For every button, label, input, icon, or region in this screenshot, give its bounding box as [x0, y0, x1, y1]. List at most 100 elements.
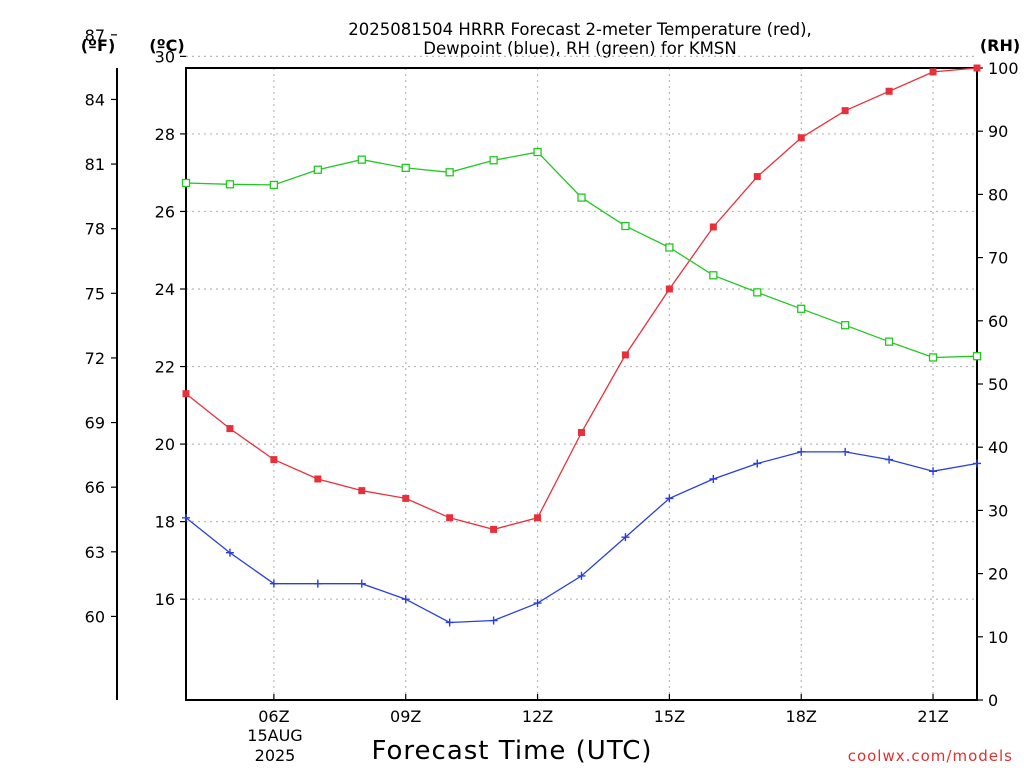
rh-tick-label: 90 [988, 122, 1008, 141]
rh-point [928, 353, 938, 362]
chart-title-line2: Dewpoint (blue), RH (green) for KMSN [423, 39, 736, 58]
fahrenheit-tick-label: 72 [85, 349, 105, 368]
rh-tick-label: 10 [988, 628, 1008, 647]
rh-point [533, 147, 542, 157]
fahrenheit-tick-label: 81 [85, 155, 105, 174]
x-tick-label: 12Z [522, 707, 553, 726]
chart-title-line1: 2025081504 HRRR Forecast 2-meter Tempera… [348, 20, 812, 39]
dewpoint-point [313, 579, 322, 588]
x-axis-title: Forecast Time (UTC) [371, 736, 652, 766]
celsius-unit-label: (ºC) [149, 36, 184, 55]
fahrenheit-tick-label: 63 [85, 543, 105, 562]
fahrenheit-tick-label: 87 [85, 26, 105, 45]
celsius-tick-label: 28 [155, 125, 175, 144]
temperature-point [358, 487, 366, 495]
temperature-point [446, 514, 454, 522]
dewpoint-point [577, 571, 586, 580]
celsius-tick-label: 22 [155, 358, 175, 377]
grid-lines [186, 55, 977, 700]
rh-point [753, 288, 762, 297]
fahrenheit-tick-label: 60 [85, 607, 105, 626]
fahrenheit-tick-label: 66 [85, 478, 105, 497]
rh-point [709, 271, 718, 280]
temperature-point [797, 134, 805, 142]
rh-tick-label: 80 [988, 185, 1008, 204]
rh-tick-label: 50 [988, 375, 1008, 394]
dewpoint-point [665, 494, 674, 503]
celsius-tick-label: 18 [155, 513, 175, 532]
data-series [181, 64, 982, 627]
rh-point [357, 155, 366, 164]
date-label-year: 2025 [255, 746, 296, 765]
rh-point [972, 352, 982, 361]
rh-point [665, 243, 674, 252]
temperature-point [534, 514, 542, 522]
x-tick-label: 15Z [654, 707, 685, 726]
celsius-tick-label: 26 [155, 202, 175, 221]
dewpoint-point [182, 513, 190, 522]
temperature-point [929, 68, 937, 76]
rh-point [313, 165, 322, 174]
credit-link[interactable]: coolwx.com/models [848, 747, 1013, 765]
celsius-tick-label: 16 [155, 590, 175, 609]
rh-point [445, 168, 454, 177]
rh-series-line [185, 151, 978, 359]
temperature-point [270, 456, 278, 464]
rh-point [621, 221, 630, 231]
rh-point [181, 178, 191, 188]
rh-tick-label: 40 [988, 438, 1008, 457]
temperature-series-line [185, 67, 978, 531]
temperature-point [709, 223, 717, 231]
rh-tick-label: 30 [988, 501, 1008, 520]
rh-tick-label: 0 [988, 691, 998, 710]
temperature-point [402, 494, 410, 502]
dewpoint-point [753, 459, 762, 468]
rh-point [797, 304, 806, 313]
dewpoint-point [445, 618, 454, 627]
temperature-point [226, 425, 234, 433]
temperature-point [973, 64, 981, 72]
date-label-day: 15AUG [247, 726, 302, 745]
rh-tick-label: 20 [988, 565, 1008, 584]
rh-point [401, 163, 410, 173]
rh-tick-label: 70 [988, 249, 1008, 268]
fahrenheit-tick-label: 69 [85, 414, 105, 433]
temperature-point [841, 107, 849, 115]
fahrenheit-tick-label: 84 [85, 90, 105, 109]
temperature-point [621, 351, 629, 359]
rh-point [225, 180, 235, 189]
temperature-point [753, 173, 761, 181]
rh-unit-label: (RH) [980, 36, 1020, 55]
dewpoint-point [489, 616, 498, 625]
fahrenheit-tick-label: 75 [85, 284, 105, 303]
dewpoint-point [797, 447, 806, 456]
x-tick-label: 06Z [258, 707, 289, 726]
dewpoint-series-line [185, 451, 978, 624]
rh-point [884, 337, 894, 346]
celsius-tick-label: 24 [155, 280, 175, 299]
x-tick-label: 21Z [917, 707, 948, 726]
dewpoint-point [841, 447, 850, 456]
rh-point [269, 180, 279, 190]
celsius-tick-label: 30 [155, 47, 175, 66]
dewpoint-point [621, 533, 630, 542]
rh-tick-label: 100 [988, 59, 1019, 78]
dewpoint-point [269, 579, 278, 588]
plot-frame [185, 67, 978, 701]
temperature-point [578, 428, 585, 436]
x-tick-label: 09Z [390, 707, 421, 726]
dewpoint-point [929, 467, 938, 476]
celsius-tick-label: 20 [155, 435, 175, 454]
x-tick-label: 18Z [786, 707, 817, 726]
dewpoint-point [709, 474, 718, 483]
rh-point [577, 193, 586, 202]
temperature-point [182, 390, 190, 398]
dewpoint-point [885, 455, 894, 464]
rh-point [489, 156, 498, 165]
dewpoint-point [225, 548, 234, 557]
dewpoint-point [357, 579, 366, 588]
dewpoint-point [973, 459, 981, 468]
temperature-point [490, 525, 498, 533]
